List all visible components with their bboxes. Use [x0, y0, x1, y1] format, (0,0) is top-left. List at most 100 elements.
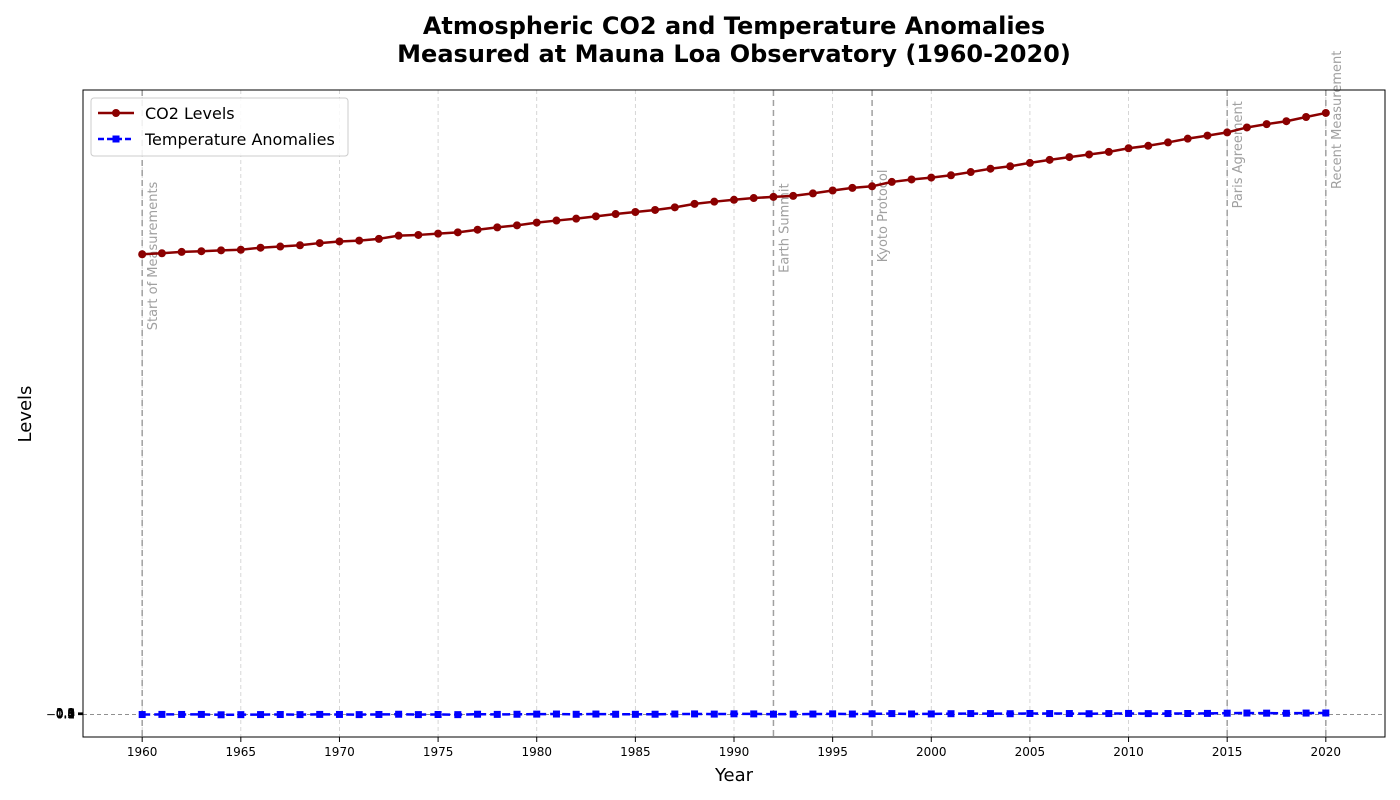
temperature-point	[631, 710, 639, 718]
temperature-point	[1046, 710, 1054, 718]
co2-point	[907, 175, 916, 184]
co2-point	[651, 205, 660, 214]
event-label: Start of Measurements	[146, 181, 161, 330]
co2-point	[927, 173, 936, 182]
temperature-point	[316, 710, 324, 718]
temperature-point	[414, 711, 422, 719]
x-tick-label: 1970	[324, 745, 355, 759]
y-tick-label: 0.5	[56, 707, 75, 721]
co2-point	[197, 247, 206, 256]
temperature-point	[592, 710, 600, 718]
temperature-point	[908, 710, 916, 718]
chart-title-line1: Atmospheric CO2 and Temperature Anomalie…	[423, 12, 1045, 40]
co2-point	[1223, 128, 1232, 137]
temperature-point	[513, 710, 521, 718]
temperature-point	[809, 710, 817, 718]
temperature-point	[848, 710, 856, 718]
co2-point	[868, 182, 877, 191]
co2-point	[513, 221, 521, 230]
event-label: Recent Measurement	[1330, 51, 1345, 189]
co2-point	[1065, 153, 1074, 162]
x-tick-label: 1975	[423, 745, 454, 759]
event-label: Kyoto Protocol	[876, 169, 891, 262]
temperature-point	[691, 710, 699, 718]
co2-point	[217, 246, 226, 255]
temperature-point	[789, 710, 797, 718]
legend-temp-marker	[112, 135, 120, 143]
co2-point	[394, 231, 403, 240]
co2-point	[1144, 141, 1153, 150]
co2-point	[1085, 150, 1094, 159]
temperature-point	[1065, 710, 1073, 718]
co2-point	[552, 216, 561, 225]
y-ticks: −0.10.00.10.20.30.40.50.60.70.80.91.01.1	[46, 706, 83, 722]
x-tick-label: 2015	[1212, 745, 1243, 759]
co2-point	[631, 207, 640, 216]
co2-point	[1282, 117, 1291, 126]
temperature-point	[1282, 709, 1290, 717]
temperature-point	[335, 710, 343, 718]
co2-point	[947, 171, 955, 180]
temperature-point	[572, 710, 580, 718]
temperature-point	[927, 710, 935, 718]
co2-point	[611, 210, 620, 219]
temperature-point	[671, 710, 679, 718]
temperature-point	[276, 711, 284, 719]
y-tick-label: 0.1	[56, 707, 75, 721]
co2-point	[887, 177, 896, 186]
y-tick-label: 0.3	[56, 707, 75, 721]
temperature-point	[533, 710, 541, 718]
event-layer: Start of Measurements Earth Summit Kyoto P…	[141, 51, 1345, 737]
co2-point	[710, 197, 719, 206]
co2-point	[572, 214, 581, 223]
co2-point	[789, 191, 798, 200]
co2-point	[749, 194, 758, 203]
temperature-point	[651, 710, 659, 718]
y-axis-label: Levels	[15, 386, 36, 443]
temperature-point	[829, 710, 837, 718]
co2-point	[256, 243, 265, 252]
co2-point	[1006, 162, 1015, 171]
temperature-point	[1203, 709, 1211, 717]
x-tick-label: 2000	[916, 745, 947, 759]
co2-point	[591, 212, 600, 221]
event-label: Earth Summit	[777, 183, 792, 273]
x-tick-label: 1960	[127, 745, 158, 759]
x-tick-label: 1980	[521, 745, 552, 759]
x-ticks: 1960 1965 1970 1975 1980 1985 1990 1995 2000 2005…	[127, 737, 1341, 759]
temperature-point	[1006, 710, 1014, 718]
y-tick-label: 0.2	[56, 707, 75, 721]
x-tick-label: 1985	[620, 745, 651, 759]
co2-point	[986, 164, 995, 173]
temperature-point	[612, 710, 620, 718]
temperature-point	[454, 711, 462, 719]
temperature-point	[1144, 710, 1152, 718]
temperature-point	[158, 710, 166, 718]
x-tick-label: 1995	[817, 745, 848, 759]
co2-point	[453, 228, 462, 237]
temperature-point	[967, 710, 975, 718]
temperature-point	[1223, 709, 1231, 717]
temperature-point	[257, 711, 265, 719]
co2-point	[730, 195, 738, 204]
co2-point	[434, 229, 443, 238]
temperature-point	[493, 710, 501, 718]
y-tick-label: 1.0	[56, 706, 75, 720]
temperature-point	[138, 711, 146, 719]
co2-point	[236, 245, 245, 254]
co2-point	[138, 250, 147, 259]
x-tick-label: 2005	[1015, 745, 1046, 759]
co2-point	[296, 241, 304, 250]
temperature-point	[434, 711, 442, 719]
temperature-point	[355, 711, 363, 719]
co2-point	[1203, 131, 1212, 140]
temperature-point	[197, 710, 205, 718]
temperature-point	[888, 710, 896, 718]
co2-point	[1164, 138, 1172, 147]
temperature-point	[474, 710, 482, 718]
temperature-point	[986, 710, 994, 718]
y-tick-label: 0.8	[56, 706, 75, 720]
legend-box	[90, 97, 349, 157]
co2-point	[690, 199, 699, 208]
temperature-point	[730, 710, 738, 718]
